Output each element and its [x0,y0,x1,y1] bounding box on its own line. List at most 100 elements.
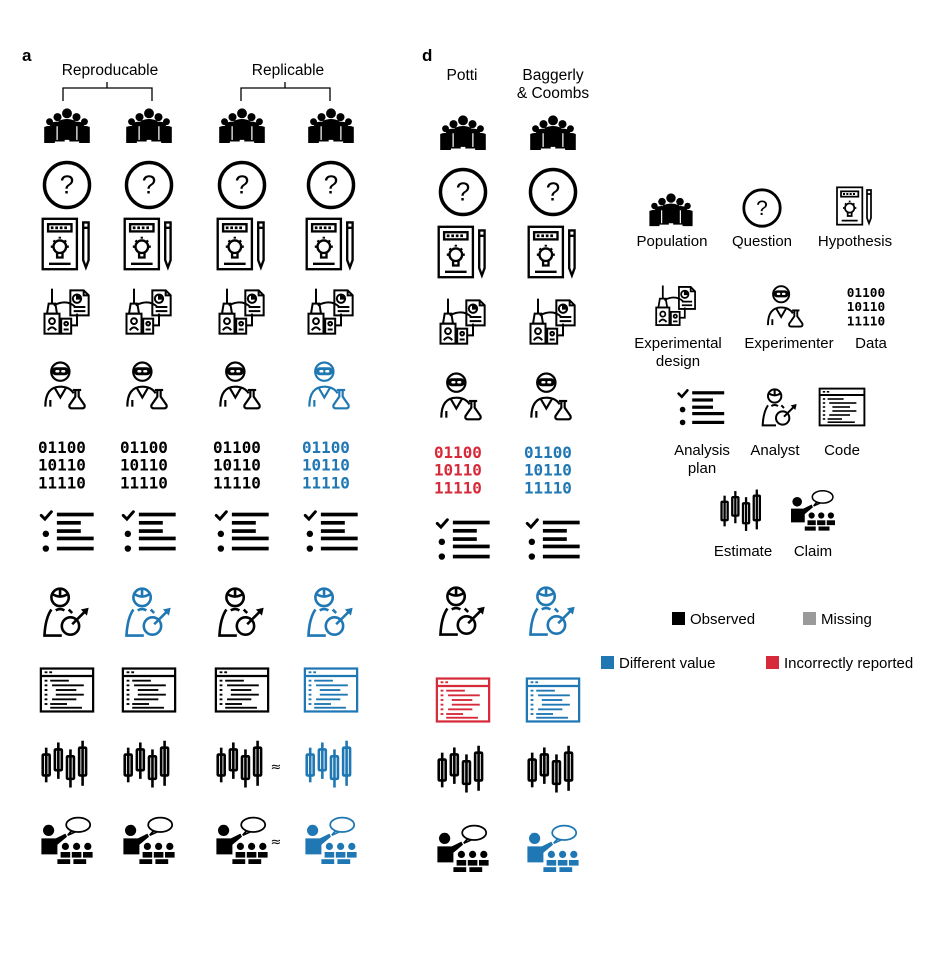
analyst-icon [761,388,798,427]
col-baggerly-header-2: & Coombs [517,85,590,102]
legend-experimental-design-label-2: design [656,353,700,370]
panel-a-col4-data-icon [301,437,350,493]
legend-hypothesis-label: Hypothesis [818,233,892,250]
legend-analyst-label: Analyst [750,442,800,459]
panel-a-col2-experimenter-icon [126,361,168,410]
panel-a-col1-data-icon [37,437,86,493]
panel-a-col4-question-icon [306,160,356,210]
experimental-design-icon [655,284,696,326]
legend-analysis-plan-label-2: plan [688,460,716,477]
panel-a-col4-hypothesis-icon [305,217,354,271]
group-reproducible-label: Reproducable [62,62,159,79]
panel-d-col2-question-icon [528,167,578,217]
claim-icon [791,489,835,532]
legend-different-label: Different value [619,655,715,672]
panel-a-col1-hypothesis-icon [41,217,90,271]
group-replicable-label: Replicable [252,62,324,79]
legend-code-label: Code [824,442,860,459]
legend-experimenter-label: Experimenter [744,335,833,352]
population-icon [648,193,694,227]
panel-d-col2-claim-icon [527,824,579,872]
legend-swatch-observed [672,612,685,625]
panel-a-col1-experimental-design-icon [43,287,90,335]
group-brackets [62,82,331,101]
legend-swatch-different [601,656,614,669]
panel-a-col3-data-icon [212,437,261,493]
panel-a-col4-population-icon [308,108,354,144]
panel-d-col1-experimental-design-icon [439,297,486,345]
panel-d-col2-code-icon [525,677,581,723]
panel-a-col3-code-icon [214,667,270,713]
panel-d-col2-estimate-icon [527,744,574,794]
panel-d-letter: d [422,46,432,65]
experimenter-icon [766,285,804,328]
hypothesis-icon [836,186,872,226]
panel-d-col1-population-icon [440,115,486,151]
panel-a-col2-data-icon [119,437,168,493]
panel-a-icon-grid: ≈≈ [37,108,359,864]
legend-observed-label: Observed [690,611,755,628]
panel-a-col1-code-icon [39,667,95,713]
legend-estimate-label: Estimate [714,543,772,560]
panel-d-col2-data-icon [523,442,572,498]
legend-swatch-incorrect [766,656,779,669]
panel-a-col2-question-icon [124,160,174,210]
panel-d-col1-analysis-plan-icon [435,518,491,562]
panel-d-col2-population-icon [530,115,576,151]
panel-a-col2-code-icon [121,667,177,713]
panel-a-col3-population-icon [219,108,265,144]
panel-a-col4-experimenter-icon [308,361,350,410]
panel-a-col3-analyst-icon [218,587,265,637]
col-baggerly-header-1: Baggerly [522,67,583,84]
panel-a-col4-analysis-plan-icon [303,510,359,554]
panel-a-col3-analysis-plan-icon [214,510,270,554]
panel-d-col1-claim-icon [437,824,489,872]
panel-d-col2-experimental-design-icon [529,297,576,345]
panel-d-col2-analysis-plan-icon [525,518,581,562]
legend-experimental-design-label-1: Experimental [634,335,722,352]
panel-a-col4-analyst-icon [307,587,354,637]
panel-a-col1-population-icon [44,108,90,144]
panel-a-col2-experimental-design-icon [125,287,172,335]
panel-a-col2-estimate-icon [123,739,170,789]
panel-a-col1-analysis-plan-icon [39,510,95,554]
panel-d-col1-code-icon [435,677,491,723]
panel-a-col4-estimate-icon [305,739,352,789]
panel-a-col3-question-icon [217,160,267,210]
col-potti-header: Potti [446,67,477,84]
panel-a-col4-code-icon [303,667,359,713]
panel-a-col1-question-icon [42,160,92,210]
legend-population-label: Population [637,233,708,250]
panel-a-col3-experimental-design-icon [218,287,265,335]
approx-symbol: ≈ [271,760,282,775]
color-legend: Observed Missing Different value Incorre… [601,611,913,672]
panel-a-col2-analysis-plan-icon [121,510,177,554]
panel-a-col3-claim-icon [216,816,268,864]
panel-d-col2-analyst-icon [529,586,576,636]
legend-data-label: Data [855,335,887,352]
panel-d-col1-experimenter-icon [440,372,482,421]
panel-a-letter: a [22,46,32,65]
panel-a-col1-analyst-icon [43,587,90,637]
panel-a-col3-estimate-icon [216,739,263,789]
legend-analysis-plan-label-1: Analysis [674,442,730,459]
code-icon [818,387,866,427]
panel-a-col2-population-icon [126,108,172,144]
legend-incorrect-label: Incorrectly reported [784,655,913,672]
bracket-reproducible [62,82,153,101]
panel-d-col1-question-icon [438,167,488,217]
panel-a-col2-claim-icon [123,816,175,864]
legend-missing-label: Missing [821,611,872,628]
legend-swatch-missing [803,612,816,625]
panel-d-col1-data-icon [433,442,482,498]
panel-d-icon-grid [433,115,581,872]
panel-d-col2-experimenter-icon [530,372,572,421]
panel-d-col1-estimate-icon [437,744,484,794]
panel-a-col4-experimental-design-icon [307,287,354,335]
panel-d-col1-analyst-icon [439,586,486,636]
panel-d-col2-hypothesis-icon [527,225,576,279]
panel-a-col3-hypothesis-icon [216,217,265,271]
approx-symbol: ≈ [271,835,282,850]
panel-a-col1-estimate-icon [41,739,88,789]
